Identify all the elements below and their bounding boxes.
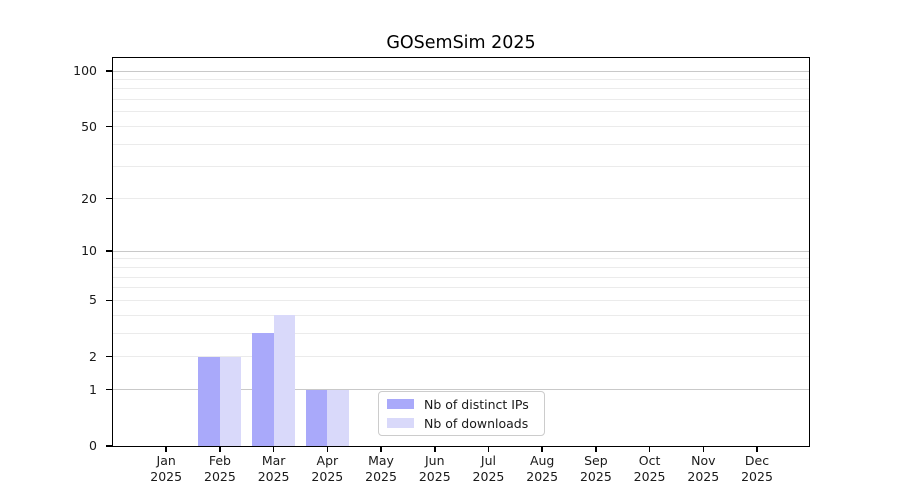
x-axis-tick xyxy=(326,447,329,452)
x-tick-year: 2025 xyxy=(365,468,397,484)
gridline-minor xyxy=(113,88,809,90)
gridline-minor xyxy=(113,166,809,168)
x-tick-year: 2025 xyxy=(418,468,451,484)
y-axis-tick xyxy=(106,125,112,128)
legend-item-downloads: Nb of downloads xyxy=(387,416,536,431)
gridline-minor xyxy=(113,143,809,145)
plot-area: Nb of distinct IPs Nb of downloads xyxy=(112,57,810,447)
legend-item-distinct-ips: Nb of distinct IPs xyxy=(387,397,536,412)
bar-downloads xyxy=(273,315,296,446)
x-tick-label: Nov 2025 xyxy=(663,453,743,484)
x-tick-year: 2025 xyxy=(633,468,666,484)
x-tick-month: Nov xyxy=(691,453,716,468)
y-axis-tick xyxy=(106,299,112,302)
bar-distinct-ips xyxy=(252,333,274,446)
x-tick-label: Feb 2025 xyxy=(180,453,260,484)
y-axis-tick xyxy=(106,197,112,200)
x-axis-tick xyxy=(702,447,705,452)
x-tick-year: 2025 xyxy=(472,468,505,484)
x-axis-tick xyxy=(434,447,436,452)
y-tick-label: 2 xyxy=(89,348,97,364)
x-tick-label: Jul 2025 xyxy=(448,453,528,484)
x-tick-label: Oct 2025 xyxy=(610,453,690,484)
y-axis-tick xyxy=(106,388,112,391)
legend-label-distinct-ips: Nb of distinct IPs xyxy=(424,396,529,412)
x-axis-tick xyxy=(756,447,758,452)
bar-downloads xyxy=(327,389,349,446)
x-tick-month: Jan xyxy=(156,453,176,468)
x-axis-tick xyxy=(380,447,382,452)
x-axis-tick xyxy=(272,447,275,452)
x-tick-year: 2025 xyxy=(257,468,290,484)
gridline-minor xyxy=(113,266,809,268)
y-axis-tick xyxy=(106,250,112,252)
y-tick-label: 0 xyxy=(89,438,97,453)
x-tick-month: Oct xyxy=(638,453,661,468)
chart-title: GOSemSim 2025 xyxy=(386,33,536,53)
gridline-major xyxy=(113,389,809,391)
gridline-minor xyxy=(113,299,809,301)
x-tick-label: Sep 2025 xyxy=(556,453,636,484)
gridline-minor xyxy=(113,276,809,278)
x-tick-label: Jun 2025 xyxy=(395,453,475,484)
gridline-minor xyxy=(113,78,809,80)
x-tick-month: Aug xyxy=(529,453,555,468)
x-tick-year: 2025 xyxy=(311,468,344,484)
y-axis-tick xyxy=(106,445,112,447)
legend-label-downloads: Nb of downloads xyxy=(424,415,529,431)
x-axis-tick xyxy=(165,447,167,452)
x-tick-month: Feb xyxy=(208,453,231,468)
gridline-minor xyxy=(113,111,809,113)
x-tick-year: 2025 xyxy=(741,468,773,484)
x-tick-month: Jul xyxy=(480,453,496,468)
x-axis-tick xyxy=(487,447,490,452)
x-tick-month: Sep xyxy=(584,453,608,468)
x-tick-month: May xyxy=(368,453,394,468)
bar-distinct-ips xyxy=(198,356,220,446)
x-tick-label: Mar 2025 xyxy=(234,453,314,484)
x-axis-tick xyxy=(648,447,651,452)
x-tick-label: Jan 2025 xyxy=(126,453,206,484)
legend-swatch-downloads xyxy=(387,417,414,429)
y-axis-tick xyxy=(106,70,112,72)
x-tick-year: 2025 xyxy=(150,468,183,484)
gridline-major xyxy=(113,250,809,252)
y-tick-label: 20 xyxy=(81,190,97,206)
x-tick-label: Apr 2025 xyxy=(287,453,367,484)
x-tick-year: 2025 xyxy=(526,468,559,484)
y-tick-label: 1 xyxy=(89,381,97,397)
x-tick-year: 2025 xyxy=(579,468,612,484)
x-axis-tick xyxy=(219,447,221,452)
gridline-major xyxy=(113,70,809,72)
gridline-minor xyxy=(113,332,809,334)
gridline-minor xyxy=(113,287,809,289)
y-tick-label: 5 xyxy=(89,292,97,308)
gridline-minor xyxy=(113,356,809,358)
x-tick-label: Aug 2025 xyxy=(502,453,582,484)
x-axis-tick xyxy=(595,447,597,452)
y-tick-label: 10 xyxy=(81,243,97,259)
x-tick-label: Dec 2025 xyxy=(717,453,797,484)
legend: Nb of distinct IPs Nb of downloads xyxy=(378,391,545,436)
x-tick-month: Dec xyxy=(744,453,770,468)
x-axis-tick xyxy=(541,447,543,452)
bar-downloads xyxy=(219,356,242,446)
x-tick-label: May 2025 xyxy=(341,453,421,484)
x-tick-month: Apr xyxy=(316,453,339,468)
gridline-minor xyxy=(113,258,809,260)
y-tick-label: 50 xyxy=(81,118,97,134)
gridline-minor xyxy=(113,126,809,128)
gridline-minor xyxy=(113,99,809,101)
bar-distinct-ips xyxy=(305,389,328,446)
y-axis-tick xyxy=(106,355,112,358)
x-tick-month: Jun xyxy=(424,453,445,468)
legend-swatch-distinct-ips xyxy=(387,398,414,410)
x-tick-year: 2025 xyxy=(687,468,720,484)
x-tick-month: Mar xyxy=(261,453,286,468)
gridline-minor xyxy=(113,198,809,200)
x-tick-year: 2025 xyxy=(204,468,236,484)
gridline-minor xyxy=(113,314,809,316)
y-tick-label: 100 xyxy=(73,63,97,78)
